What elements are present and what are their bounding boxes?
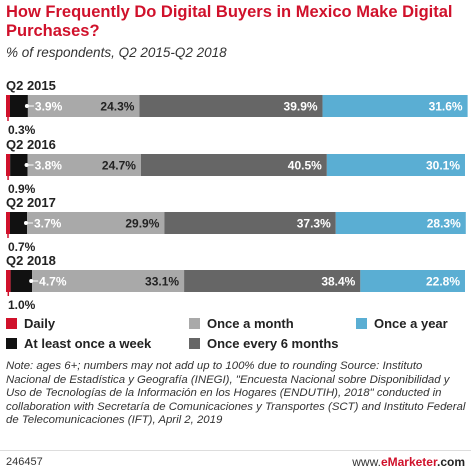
- data-label-weekly-q2-2016: 3.8%: [35, 159, 63, 173]
- category-label-q2-2017: Q2 2017: [6, 195, 56, 210]
- legend-item-yearly: Once a year: [356, 316, 448, 331]
- bar-at-least-once-a-week-q2-2016: [10, 154, 28, 176]
- bar-once-a-month-q2-2017: [27, 212, 165, 234]
- legend-label-yearly: Once a year: [374, 316, 448, 331]
- data-label-once-a-month-q2-2015: 24.3%: [100, 100, 134, 114]
- category-label-q2-2016: Q2 2016: [6, 137, 56, 152]
- chart-legend: Daily At least once a week Once a month …: [6, 316, 466, 356]
- data-label-once-a-month-q2-2017: 29.9%: [125, 217, 159, 231]
- chart-subtitle: % of respondents, Q2 2015-Q2 2018: [6, 45, 227, 60]
- legend-swatch-daily: [6, 318, 17, 329]
- data-label-daily-q2-2015: 0.3%: [8, 123, 36, 137]
- site-prefix: www.: [352, 455, 381, 469]
- bar-at-least-once-a-week-q2-2018: [10, 270, 33, 292]
- data-label-once-a-year-q2-2017: 28.3%: [427, 217, 461, 231]
- data-label-once-a-year-q2-2016: 30.1%: [426, 159, 460, 173]
- data-label-daily-q2-2016: 0.9%: [8, 182, 36, 196]
- category-label-q2-2015: Q2 2015: [6, 78, 56, 93]
- chart-id: 246457: [6, 456, 43, 468]
- bar-daily-q2-2017: [6, 212, 10, 234]
- legend-label-six-months: Once every 6 months: [207, 336, 339, 351]
- bar-once-a-month-q2-2015: [27, 95, 140, 117]
- bar-once-a-year-q2-2015: [322, 95, 468, 117]
- chart-notes: Note: ages 6+; numbers may not add up to…: [6, 360, 466, 426]
- bar-once-every-6-months-q2-2017: [164, 212, 336, 234]
- site-logo: www.eMarketer.com: [352, 455, 465, 469]
- chart-title: How Frequently Do Digital Buyers in Mexi…: [6, 3, 453, 40]
- data-label-once-a-month-q2-2018: 33.1%: [145, 275, 179, 289]
- site-suffix: .com: [436, 455, 465, 469]
- bar-once-a-year-q2-2016: [326, 154, 465, 176]
- footer-divider: [0, 450, 471, 451]
- bar-once-every-6-months-q2-2016: [140, 154, 327, 176]
- bar-once-a-month-q2-2018: [32, 270, 185, 292]
- legend-label-daily: Daily: [24, 316, 56, 331]
- stacked-bar-chart: Q2 2015 0.3% 3.9% 24.3% 39.9% 31.6% Q2 2016 0.9…: [6, 78, 468, 312]
- bar-at-least-once-a-week-q2-2015: [10, 95, 28, 117]
- bar-once-a-year-q2-2017: [335, 212, 466, 234]
- data-label-once-a-year-q2-2018: 22.8%: [426, 275, 460, 289]
- bar-once-a-year-q2-2018: [360, 270, 465, 292]
- data-label-daily-q2-2018: 1.0%: [8, 298, 36, 312]
- legend-item-weekly: At least once a week: [6, 336, 151, 351]
- data-label-once-every-6-months-q2-2015: 39.9%: [284, 100, 318, 114]
- category-label-q2-2018: Q2 2018: [6, 253, 56, 268]
- legend-item-daily: Daily: [6, 316, 55, 331]
- bar-daily-q2-2015: [6, 95, 10, 117]
- bar-daily-q2-2018: [6, 270, 11, 292]
- bar-daily-q2-2016: [6, 154, 11, 176]
- bar-once-every-6-months-q2-2018: [184, 270, 361, 292]
- data-label-weekly-q2-2017: 3.7%: [34, 217, 62, 231]
- legend-swatch-monthly: [189, 318, 200, 329]
- data-label-once-every-6-months-q2-2018: 38.4%: [321, 275, 355, 289]
- legend-swatch-weekly: [6, 338, 17, 349]
- bar-once-every-6-months-q2-2015: [139, 95, 323, 117]
- legend-item-monthly: Once a month: [189, 316, 294, 331]
- legend-item-six-months: Once every 6 months: [189, 336, 339, 351]
- legend-swatch-yearly: [356, 318, 367, 329]
- data-label-once-a-month-q2-2016: 24.7%: [102, 159, 136, 173]
- legend-label-monthly: Once a month: [207, 316, 294, 331]
- legend-label-weekly: At least once a week: [24, 336, 152, 351]
- data-label-once-every-6-months-q2-2016: 40.5%: [288, 159, 322, 173]
- data-label-weekly-q2-2018: 4.7%: [39, 275, 67, 289]
- data-label-once-every-6-months-q2-2017: 37.3%: [297, 217, 331, 231]
- bar-once-a-month-q2-2016: [27, 154, 141, 176]
- legend-swatch-six-months: [189, 338, 200, 349]
- data-label-weekly-q2-2015: 3.9%: [35, 100, 63, 114]
- site-brand: eMarketer: [380, 455, 437, 469]
- bar-at-least-once-a-week-q2-2017: [10, 212, 27, 234]
- data-label-daily-q2-2017: 0.7%: [8, 240, 36, 254]
- data-label-once-a-year-q2-2015: 31.6%: [429, 100, 463, 114]
